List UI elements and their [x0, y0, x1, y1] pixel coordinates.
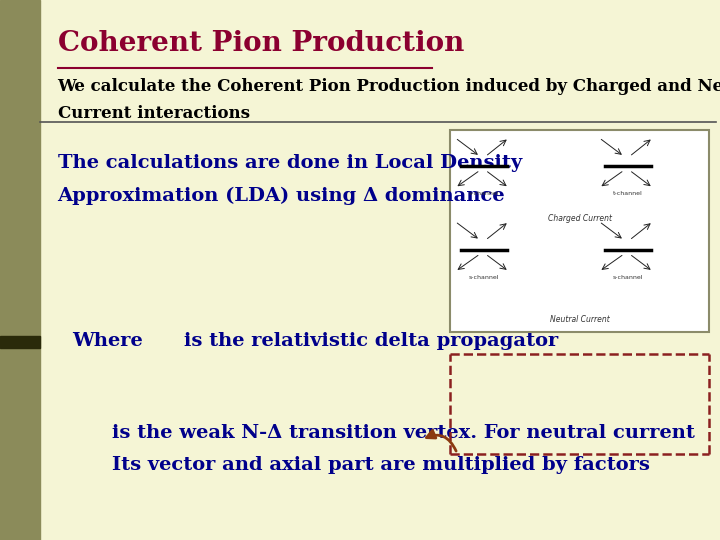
Text: Where: Where	[72, 332, 143, 350]
Bar	[0, 0, 40, 540]
Text: The calculations are done in Local Density: The calculations are done in Local Densi…	[58, 154, 522, 172]
Bar	[0, 336, 40, 348]
Text: s-channel: s-channel	[613, 275, 643, 280]
Bar	[450, 130, 709, 332]
Text: Charged Current: Charged Current	[548, 214, 611, 223]
Text: Coherent Pion Production: Coherent Pion Production	[58, 30, 464, 57]
Text: Approximation (LDA) using Δ dominance: Approximation (LDA) using Δ dominance	[58, 186, 505, 205]
Text: Its vector and axial part are multiplied by factors: Its vector and axial part are multiplied…	[112, 456, 649, 474]
Text: is the relativistic delta propagator: is the relativistic delta propagator	[184, 332, 558, 350]
Text: s-channel: s-channel	[469, 275, 499, 280]
Text: t-channel: t-channel	[613, 192, 643, 197]
Text: s-channel: s-channel	[469, 192, 499, 197]
Text: Current interactions: Current interactions	[58, 105, 250, 122]
Text: is the weak N-Δ transition vertex. For neutral current: is the weak N-Δ transition vertex. For n…	[112, 424, 695, 442]
Text: We calculate the Coherent Pion Production induced by Charged and Neutral: We calculate the Coherent Pion Productio…	[58, 78, 720, 95]
Text: Neutral Current: Neutral Current	[550, 315, 609, 324]
